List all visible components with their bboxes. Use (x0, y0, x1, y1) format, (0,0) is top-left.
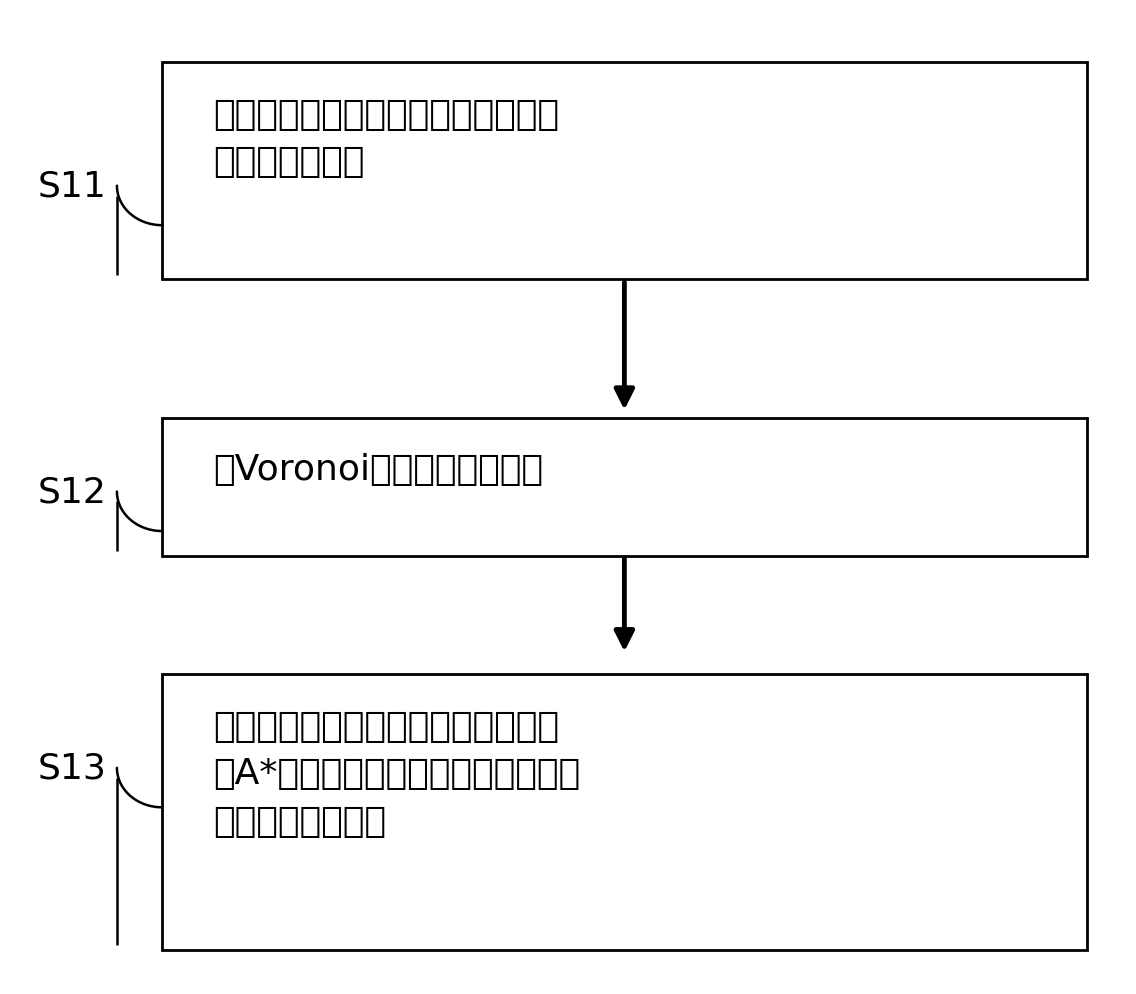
Text: 用Voronoi图法产生连接图；: 用Voronoi图法产生连接图； (212, 452, 543, 487)
Text: 结合无人机具体执行任务的需求，通
过A*搜索算法得到一条连接起点和终
点的直线段路径。: 结合无人机具体执行任务的需求，通 过A*搜索算法得到一条连接起点和终 点的直线段… (212, 709, 579, 838)
Bar (162, 674, 1087, 950)
Text: S13: S13 (37, 751, 107, 785)
Bar (162, 64, 1087, 280)
Text: S11: S11 (37, 170, 107, 204)
Bar (162, 418, 1087, 556)
Text: S12: S12 (37, 475, 107, 509)
Text: 绘制初始路径周围的障碍，每一个障
碍用矩形表示；: 绘制初始路径周围的障碍，每一个障 碍用矩形表示； (212, 97, 559, 179)
